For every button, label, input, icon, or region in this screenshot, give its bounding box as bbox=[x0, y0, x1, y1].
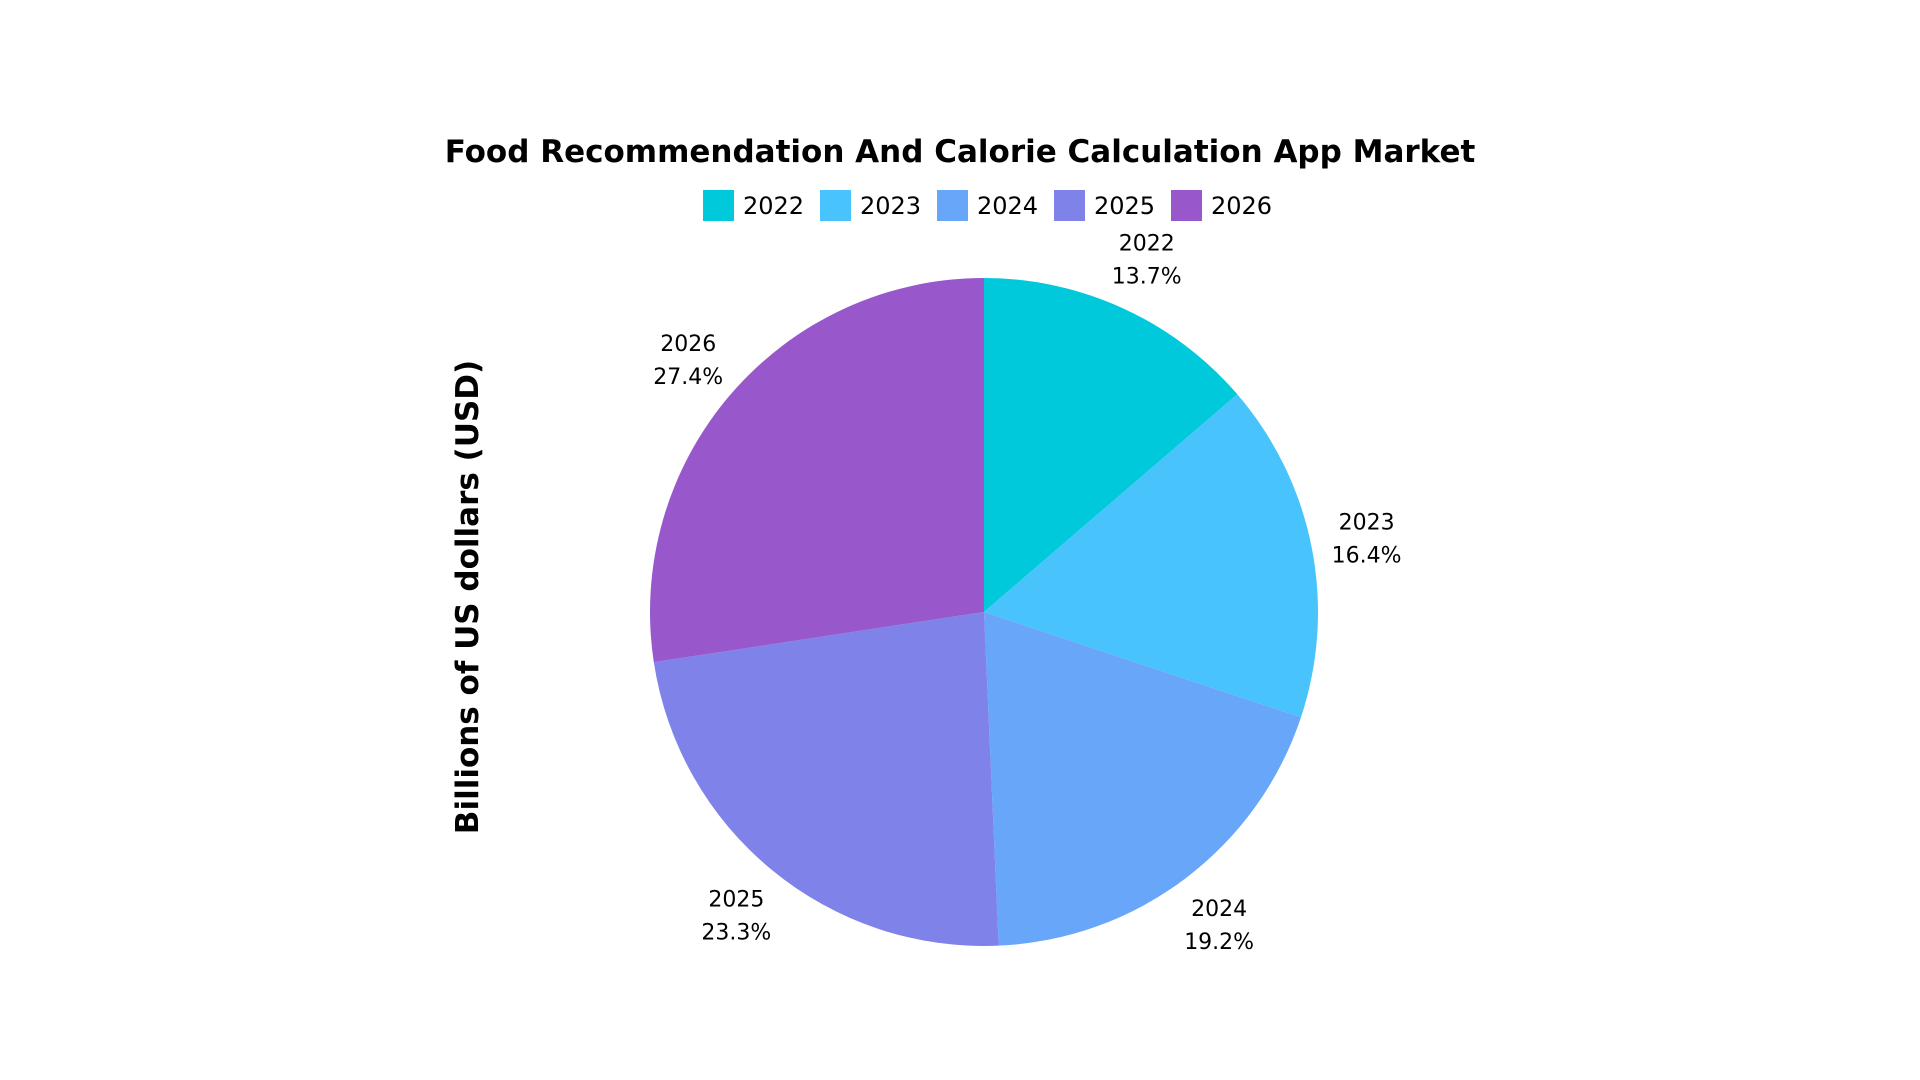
slice-label-percent: 27.4% bbox=[653, 365, 723, 390]
pie-slice-2022[interactable] bbox=[984, 278, 1238, 612]
legend-label-2026[interactable]: 2026 bbox=[1211, 192, 1272, 220]
slice-label-category: 2023 bbox=[1339, 511, 1395, 536]
pie-slice-2024[interactable] bbox=[984, 612, 1301, 946]
legend-swatch-2025[interactable] bbox=[1054, 190, 1085, 221]
legend: 2022 2023 2024 2025 2026 bbox=[703, 190, 1272, 221]
slice-label-category: 2025 bbox=[708, 887, 764, 912]
legend-label-2024[interactable]: 2024 bbox=[977, 192, 1038, 220]
pie-slice-2023[interactable] bbox=[984, 394, 1318, 718]
legend-label-2022[interactable]: 2022 bbox=[743, 192, 804, 220]
y-axis-label: Billions of US dollars (USD) bbox=[450, 360, 486, 834]
slice-label-percent: 13.7% bbox=[1112, 265, 1182, 290]
legend-swatch-2026[interactable] bbox=[1171, 190, 1202, 221]
legend-swatch-2023[interactable] bbox=[820, 190, 851, 221]
legend-swatch-2024[interactable] bbox=[937, 190, 968, 221]
slice-label-percent: 23.3% bbox=[701, 920, 771, 945]
chart-title: Food Recommendation And Calorie Calculat… bbox=[445, 134, 1476, 170]
legend-swatch-2022[interactable] bbox=[703, 190, 734, 221]
legend-label-2023[interactable]: 2023 bbox=[860, 192, 921, 220]
pie-slice-2026[interactable] bbox=[650, 278, 984, 663]
slice-label-category: 2024 bbox=[1191, 897, 1247, 922]
slice-labels: 2022 13.7% 2023 16.4% 2024 19.2% 2025 23.3% 2026… bbox=[653, 232, 1401, 956]
slice-label-percent: 19.2% bbox=[1184, 930, 1254, 955]
slice-label-category: 2022 bbox=[1119, 232, 1175, 257]
pie-slice-2025[interactable] bbox=[653, 612, 999, 946]
slice-label-category: 2026 bbox=[660, 332, 716, 357]
slice-label-percent: 16.4% bbox=[1332, 544, 1402, 569]
legend-label-2025[interactable]: 2025 bbox=[1094, 192, 1155, 220]
pie-slices bbox=[650, 278, 1318, 946]
